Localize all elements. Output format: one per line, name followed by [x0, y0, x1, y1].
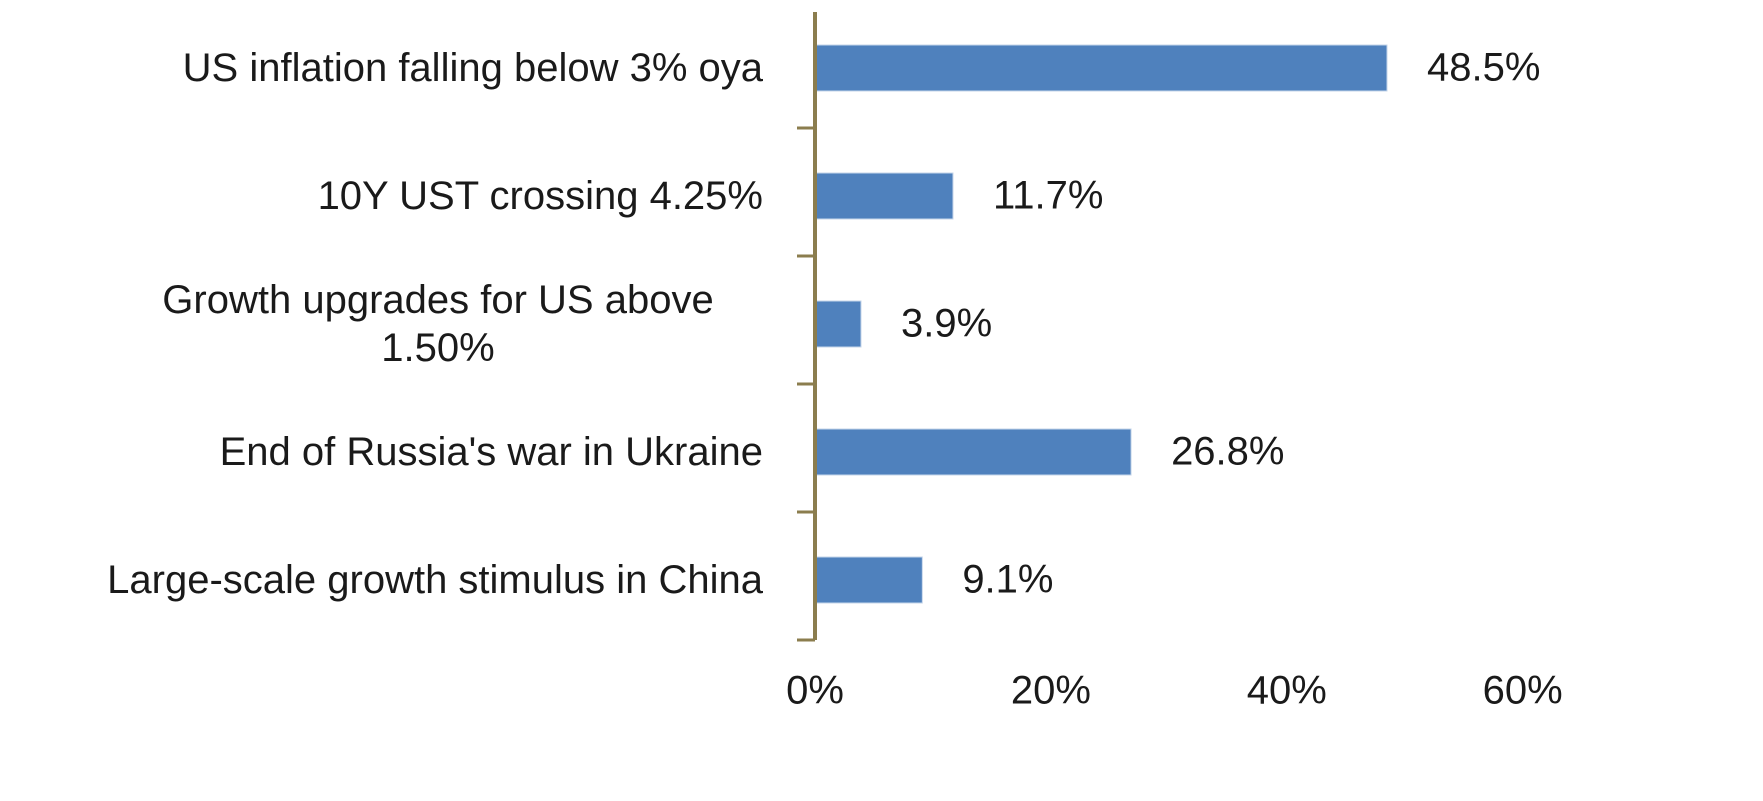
x-tick-label: 0% [786, 669, 844, 713]
category-label: End of Russia's war in Ukraine [219, 430, 763, 474]
bar [814, 428, 1132, 476]
category-label: US inflation falling below 3% oya [182, 46, 763, 90]
value-label: 9.1% [962, 558, 1053, 602]
value-label: 11.7% [993, 174, 1103, 218]
value-label: 3.9% [901, 302, 992, 346]
x-tick-label: 40% [1247, 669, 1327, 713]
category-label: 10Y UST crossing 4.25% [317, 174, 763, 218]
value-label: 48.5% [1427, 46, 1540, 90]
bar [814, 556, 923, 604]
x-tick-label: 20% [1011, 669, 1091, 713]
category-label: Growth upgrades for US above 1.50% [162, 278, 714, 370]
category-label: Large-scale growth stimulus in China [107, 558, 763, 602]
bar [814, 44, 1388, 92]
bar [814, 300, 862, 348]
bar [814, 172, 954, 220]
value-label: 26.8% [1171, 430, 1284, 474]
x-tick-label: 60% [1483, 669, 1563, 713]
